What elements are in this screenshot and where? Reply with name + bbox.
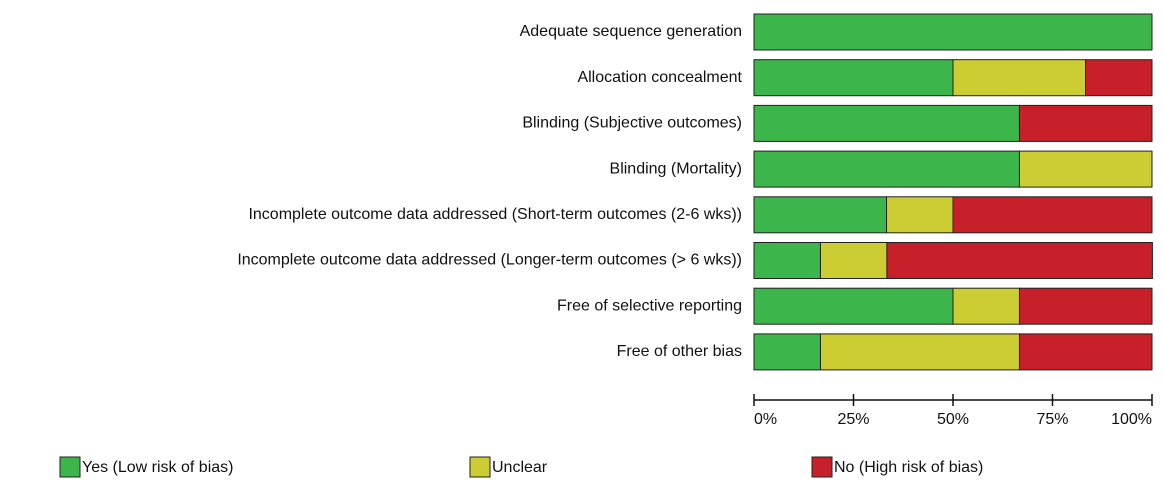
legend-swatch xyxy=(59,456,81,478)
x-tick-label: 25% xyxy=(837,411,869,428)
legend-swatch xyxy=(469,456,491,478)
legend-label: Unclear xyxy=(492,459,548,476)
bar-segment xyxy=(753,150,1020,188)
category-label: Incomplete outcome data addressed (Longe… xyxy=(237,252,742,269)
bar-segment xyxy=(886,196,954,234)
bar-segment xyxy=(819,242,888,279)
category-label: Blinding (Mortality) xyxy=(610,160,742,177)
bar-segment xyxy=(753,242,821,279)
bar-segment xyxy=(753,287,954,325)
category-label: Incomplete outcome data addressed (Short… xyxy=(248,206,742,223)
category-label: Free of selective reporting xyxy=(557,297,742,314)
bar-segment xyxy=(753,196,888,234)
legend-label: No (High risk of bias) xyxy=(834,459,983,476)
bar-segment xyxy=(753,13,1153,51)
category-label: Allocation concealment xyxy=(577,69,742,86)
bar-segment xyxy=(753,59,954,97)
category-label: Blinding (Subjective outcomes) xyxy=(522,115,742,132)
bar-segment xyxy=(1018,333,1153,371)
x-tick-label: 0% xyxy=(754,411,777,428)
bar-segment xyxy=(1018,104,1153,142)
bar-segment xyxy=(753,104,1020,142)
bar-segment xyxy=(1018,287,1153,325)
bar-segment xyxy=(952,287,1020,325)
bar-segment xyxy=(952,59,1087,97)
legend-label: Yes (Low risk of bias) xyxy=(82,459,233,476)
category-label: Adequate sequence generation xyxy=(520,23,742,40)
bar-segment xyxy=(886,242,1153,279)
legend-swatch xyxy=(811,456,833,478)
x-tick-label: 50% xyxy=(937,411,969,428)
x-tick-label: 100% xyxy=(1111,411,1152,428)
bar-segment xyxy=(1085,59,1153,97)
category-label: Free of other bias xyxy=(617,343,742,360)
bar-segment xyxy=(1018,150,1153,188)
bar-segment xyxy=(952,196,1153,234)
x-tick-label: 75% xyxy=(1036,411,1068,428)
bar-segment xyxy=(753,333,821,371)
bar-segment xyxy=(819,333,1020,371)
